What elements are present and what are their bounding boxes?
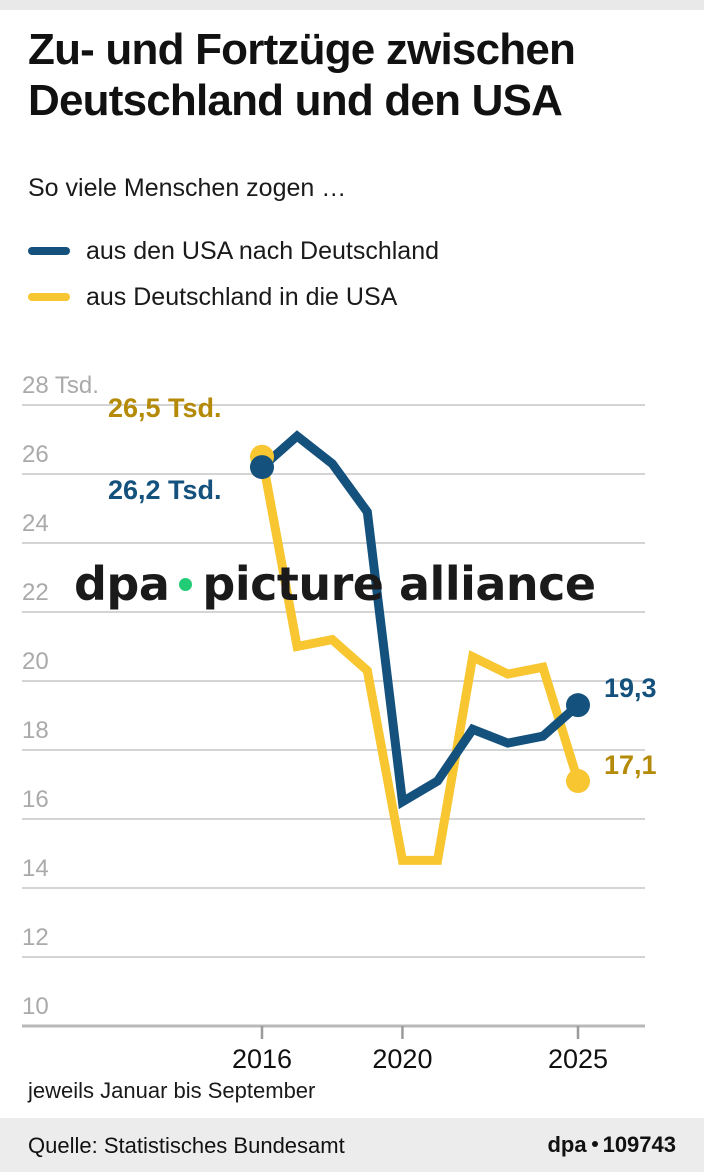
series-endpoint-dot: [566, 769, 590, 794]
watermark-dot-icon: [179, 578, 193, 591]
x-axis-tick-label: 2025: [547, 1044, 609, 1074]
watermark-picture-alliance: picture alliance: [202, 557, 596, 611]
series-line: [259, 430, 581, 810]
legend-swatch-blue: [28, 247, 70, 255]
footer-bar: [0, 1118, 704, 1172]
y-axis-tick-label: 28 Tsd.: [22, 372, 99, 399]
series-endpoint-dot: [250, 455, 274, 480]
legend-item-yellow: aus Deutschland in die USA: [28, 274, 668, 320]
y-axis-tick-label: 24: [22, 510, 49, 537]
y-axis-tick-label: 16: [22, 786, 49, 813]
page-title-line-1: Zu- und Fortzüge zwischen: [28, 25, 576, 74]
x-axis-tick-label: 2016: [231, 1044, 293, 1074]
y-axis-tick-label: 20: [22, 648, 49, 675]
watermark-dpa: dpa: [74, 557, 170, 611]
footer-graphic-id: 109743: [602, 1132, 676, 1157]
legend-label-blue: aus den USA nach Deutschland: [86, 236, 440, 265]
y-axis-tick-label: 26: [22, 441, 49, 468]
top-divider-bar: [0, 0, 704, 10]
footer-dpa-id: dpa 109743: [547, 1132, 676, 1158]
footer-source: Quelle: Statistisches Bundesamt: [28, 1133, 345, 1158]
chart-x-ticks: [260, 1026, 580, 1039]
annotation-start-blue: 26,2 Tsd.: [108, 475, 222, 505]
chart-footnote: jeweils Januar bis September: [28, 1078, 316, 1103]
annotation-end-blue: 19,3: [604, 673, 657, 703]
x-axis-tick-label: 2020: [372, 1044, 433, 1074]
y-axis-tick-label: 10: [22, 993, 49, 1020]
page-title-line-2: Deutschland und den USA: [28, 76, 563, 126]
page-title: Zu- und Fortzüge zwischen Deutschland un…: [28, 24, 688, 126]
chart-series-endpoints: [250, 444, 590, 794]
series-endpoint-dot: [250, 444, 274, 469]
y-axis-tick-label: 14: [22, 855, 49, 882]
chart-legend: aus den USA nach Deutschland aus Deutsch…: [28, 228, 668, 320]
series-line: [257, 455, 583, 865]
page-subtitle: So viele Menschen zogen …: [28, 174, 347, 202]
dpa-picture-alliance-watermark: dpa picture alliance: [74, 557, 596, 611]
y-axis-tick-label: 12: [22, 924, 49, 951]
legend-swatch-yellow: [28, 293, 70, 301]
series-endpoint-dot: [566, 693, 590, 718]
footer-brand: dpa: [547, 1132, 587, 1157]
annotation-end-yellow: 17,1: [604, 750, 657, 780]
annotation-start-yellow: 26,5 Tsd.: [108, 393, 222, 423]
y-axis-tick-label: 18: [22, 717, 49, 744]
chart-series-lines: [257, 430, 583, 865]
y-axis-tick-label: 22: [22, 579, 49, 606]
footer-dot-icon: [591, 1141, 598, 1148]
legend-item-blue: aus den USA nach Deutschland: [28, 228, 668, 274]
legend-label-yellow: aus Deutschland in die USA: [86, 282, 398, 311]
